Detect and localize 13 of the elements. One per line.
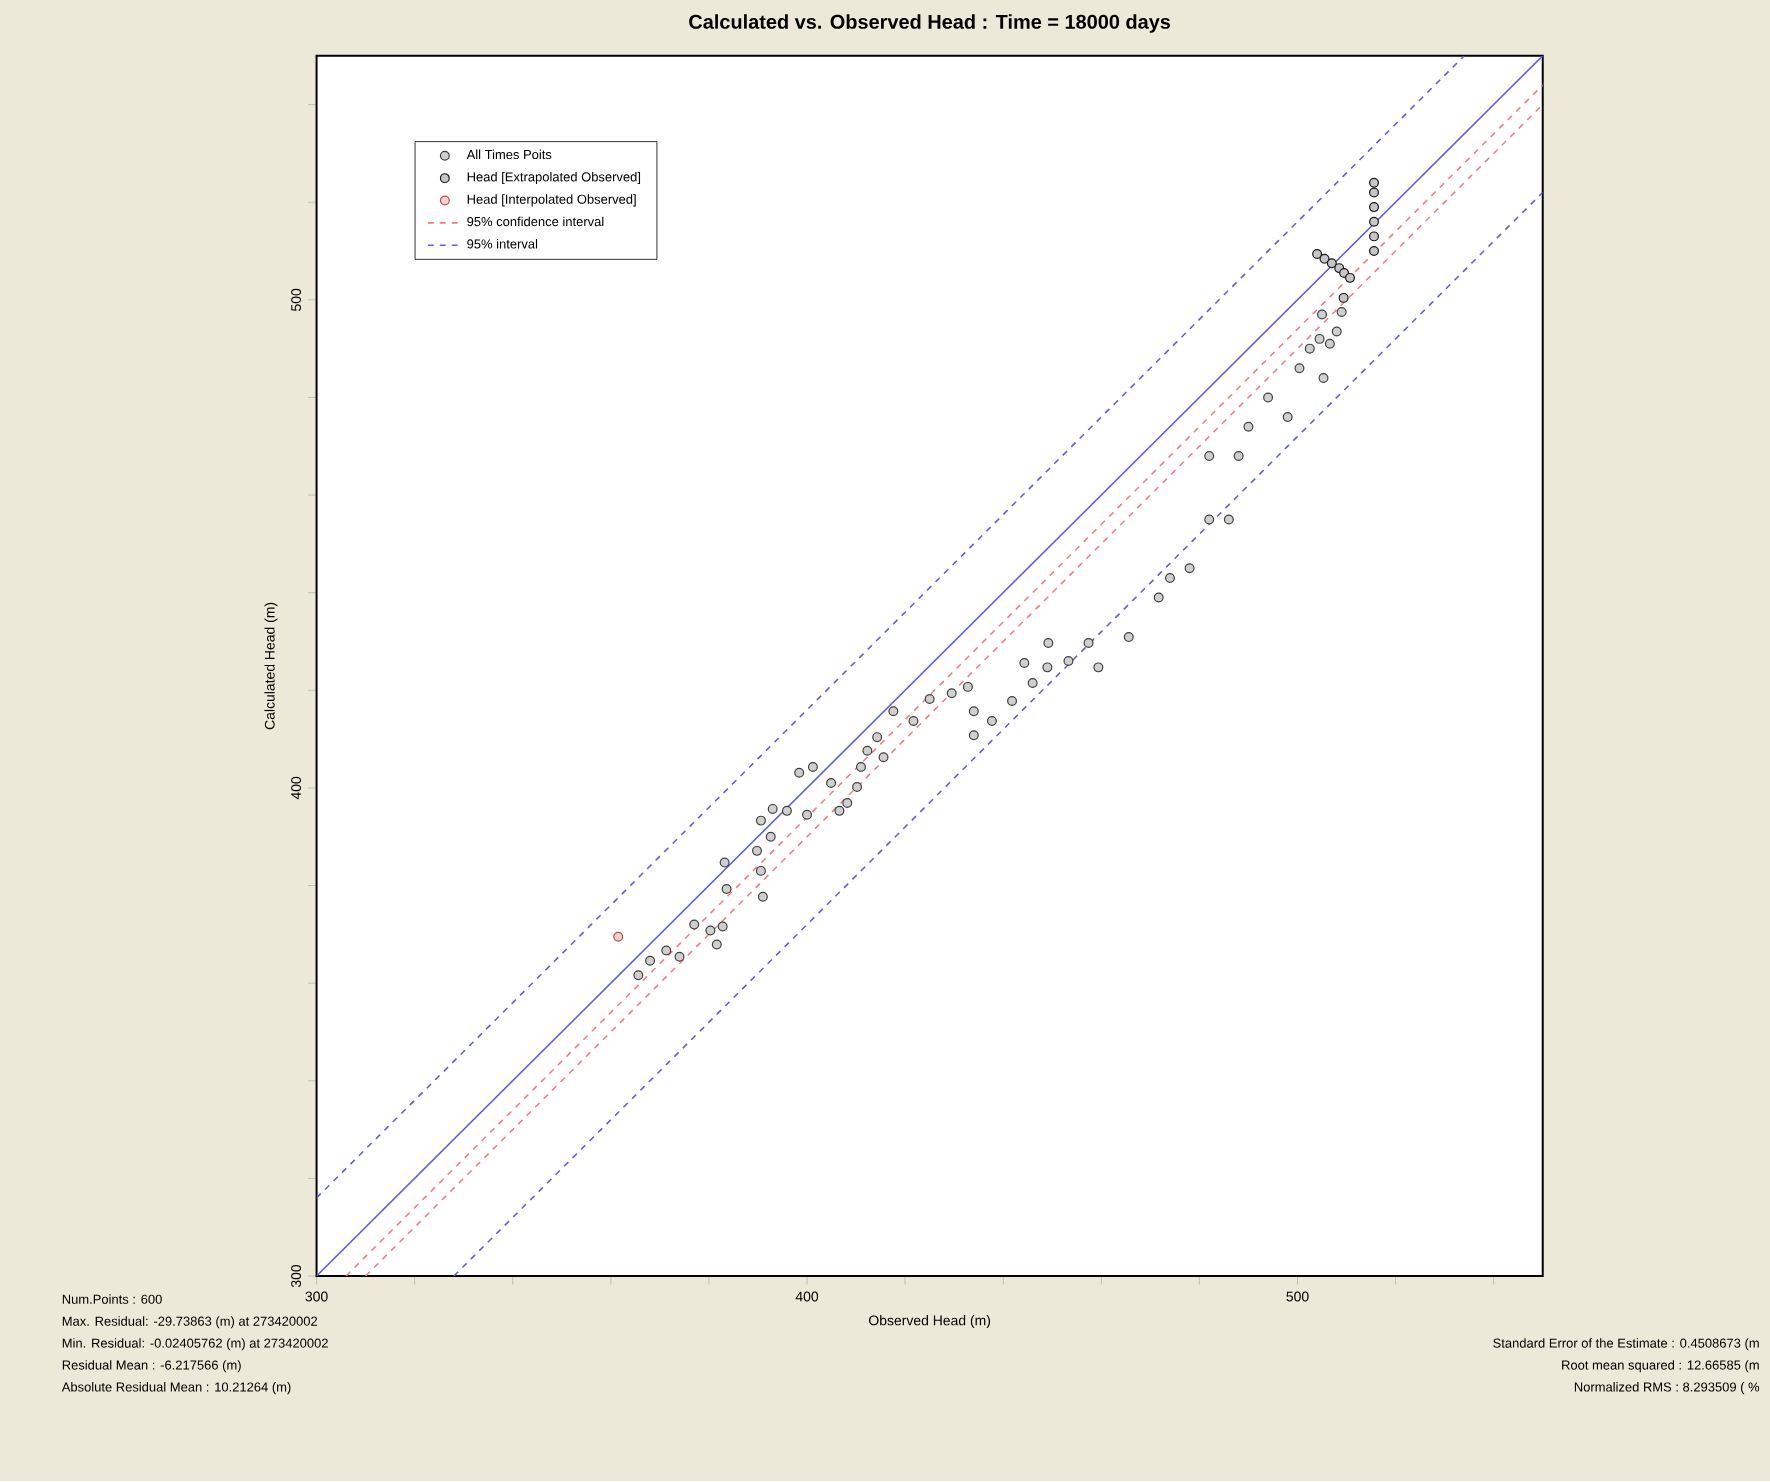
point — [1369, 187, 1379, 198]
point — [1369, 246, 1379, 257]
point — [1319, 254, 1330, 265]
point — [1326, 258, 1337, 269]
point — [613, 932, 624, 943]
point — [1344, 273, 1355, 284]
point — [1369, 178, 1379, 188]
chart-title: Calculated vs. Observed Head : Time = 18000 days — [689, 14, 1171, 34]
point — [1369, 217, 1379, 228]
point — [1369, 202, 1379, 213]
point — [1338, 293, 1349, 304]
point — [1369, 231, 1379, 242]
point — [1312, 249, 1323, 260]
